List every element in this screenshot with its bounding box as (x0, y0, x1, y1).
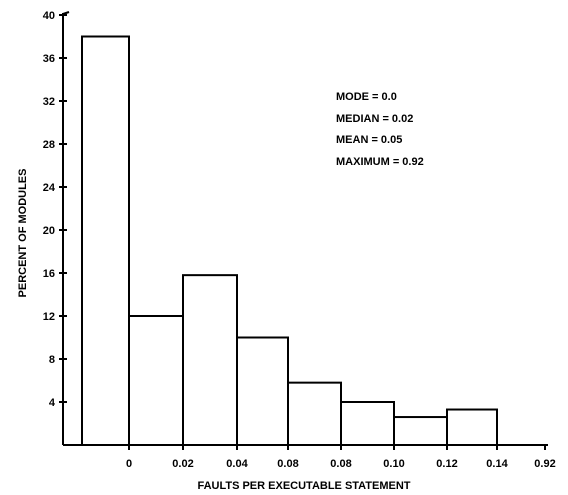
y-axis-title: PERCENT OF MODULES (17, 169, 29, 298)
y-tick-label: 24 (43, 182, 56, 194)
y-tick-label: 28 (43, 139, 55, 151)
y-tick-label: 8 (49, 354, 55, 366)
stat-line: MODE = 0.0 (336, 91, 397, 103)
y-axis-cap (62, 11, 70, 15)
x-tick-label: 0 (126, 458, 132, 470)
x-axis-title: FAULTS PER EXECUTABLE STATEMENT (197, 480, 410, 492)
histogram-bar (81, 35, 130, 446)
x-ticks: 0 0.02 0.04 0.08 0.08 0.10 0.12 0.14 0.92 (126, 445, 556, 470)
histogram-bar (340, 401, 395, 446)
x-tick-label: 0.08 (330, 458, 351, 470)
x-tick-label: 0.02 (172, 458, 193, 470)
histogram-bar (287, 381, 342, 446)
y-tick-label: 40 (43, 10, 55, 22)
x-tick-label: 0.04 (226, 458, 248, 470)
x-tick-label: 0.12 (436, 458, 457, 470)
stat-line: MEDIAN = 0.02 (336, 113, 413, 125)
y-tick-label: 32 (43, 96, 55, 108)
histogram-bar (446, 408, 498, 446)
histogram-bar (128, 315, 184, 446)
histogram-bar (182, 274, 238, 446)
x-tick-label: 0.92 (534, 458, 555, 470)
y-tick-label: 16 (43, 268, 55, 280)
histogram-bar (393, 416, 448, 446)
stat-line: MEAN = 0.05 (336, 134, 402, 146)
y-tick-label: 20 (43, 225, 55, 237)
bars (81, 35, 498, 446)
x-tick-label: 0.14 (486, 458, 508, 470)
x-tick-label: 0.10 (383, 458, 404, 470)
histogram-bar (236, 336, 289, 446)
y-tick-label: 4 (49, 397, 56, 409)
summary-statistics: MODE = 0.0 MEDIAN = 0.02 MEAN = 0.05 MAXIMU… (336, 91, 424, 168)
y-ticks: 4 8 12 16 20 24 28 32 36 40 (43, 10, 67, 409)
x-tick-label: 0.08 (277, 458, 298, 470)
y-tick-label: 36 (43, 53, 55, 65)
y-tick-label: 12 (43, 311, 55, 323)
stat-line: MAXIMUM = 0.92 (336, 156, 424, 168)
